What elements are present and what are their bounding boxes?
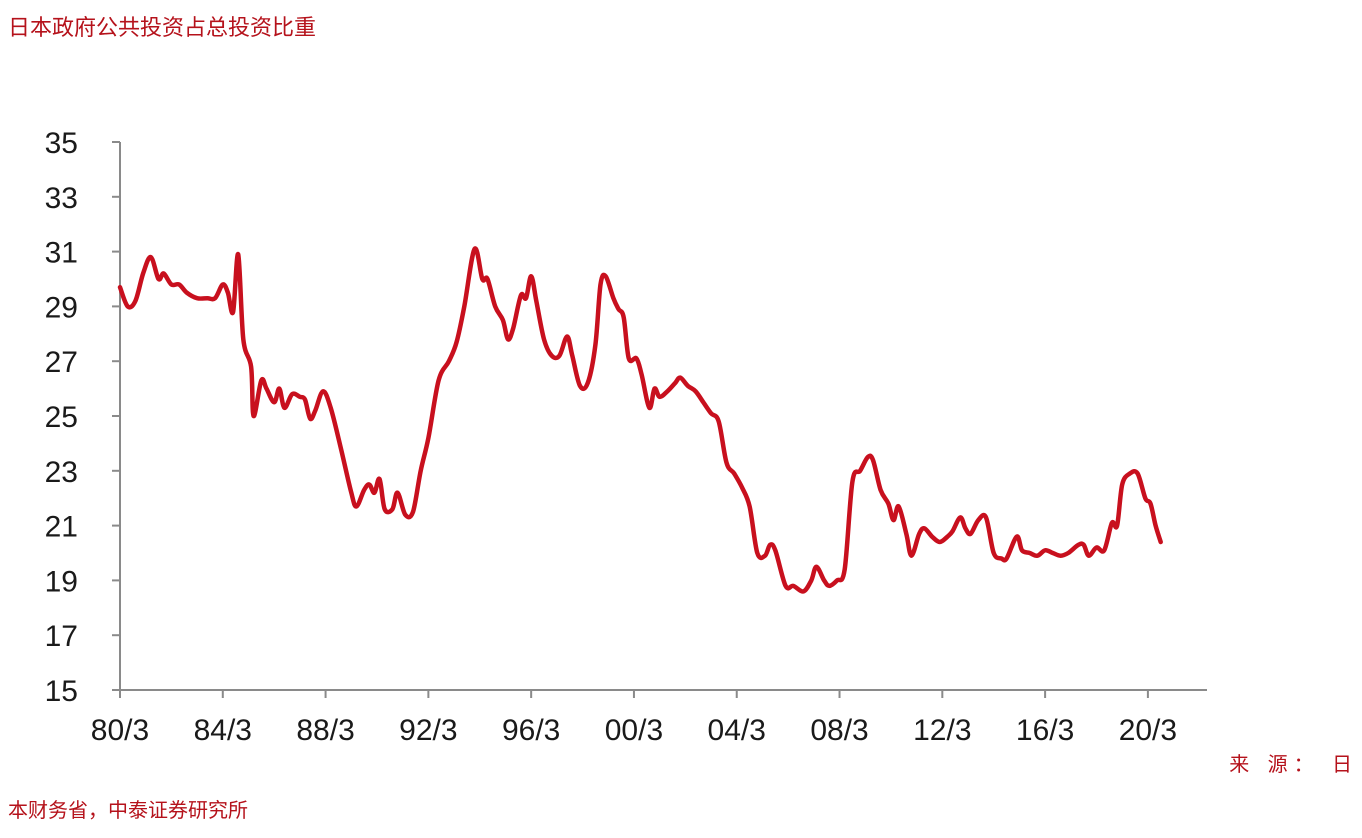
series-group: [117, 246, 1163, 594]
x-tick-label: 04/3: [708, 714, 766, 747]
x-axis-ticks: 80/3 84/3 88/3 92/3 96/3 00/3 04/3 08/3 12/3 16/3…: [91, 690, 1177, 747]
series-line: [117, 246, 1163, 594]
x-tick-label: 84/3: [194, 714, 252, 747]
y-tick-label: 31: [45, 237, 78, 270]
chart-axes: [119, 142, 1207, 691]
y-tick-label: 25: [45, 401, 78, 434]
y-tick-label: 27: [45, 346, 78, 379]
x-tick-label: 00/3: [605, 714, 663, 747]
x-tick-label: 80/3: [91, 714, 149, 747]
y-tick-label: 23: [45, 456, 78, 489]
y-tick-label: 33: [45, 182, 78, 215]
source-note-line2: 本财务省，中泰证券研究所: [8, 798, 248, 822]
y-tick-label: 29: [45, 291, 78, 324]
x-tick-label: 16/3: [1016, 714, 1074, 747]
y-tick-label: 35: [45, 127, 78, 160]
y-tick-label: 21: [45, 511, 78, 544]
y-tick-label: 19: [45, 565, 78, 598]
x-tick-label: 08/3: [810, 714, 868, 747]
y-tick-label: 15: [45, 675, 78, 708]
x-tick-label: 96/3: [502, 714, 560, 747]
x-tick-label: 20/3: [1119, 714, 1177, 747]
x-tick-label: 12/3: [913, 714, 971, 747]
x-tick-label: 88/3: [296, 714, 354, 747]
source-note-line1: 来 源： 日: [1229, 752, 1358, 776]
chart-title: 日本政府公共投资占总投资比重: [8, 16, 317, 41]
y-axis-ticks: 15 17 19 21 23 25 27 29 31 33 35: [45, 127, 120, 708]
x-tick-label: 92/3: [399, 714, 457, 747]
y-tick-label: 17: [45, 620, 78, 653]
